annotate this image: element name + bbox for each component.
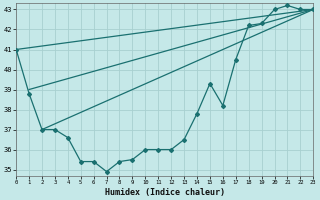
X-axis label: Humidex (Indice chaleur): Humidex (Indice chaleur) [105,188,225,197]
